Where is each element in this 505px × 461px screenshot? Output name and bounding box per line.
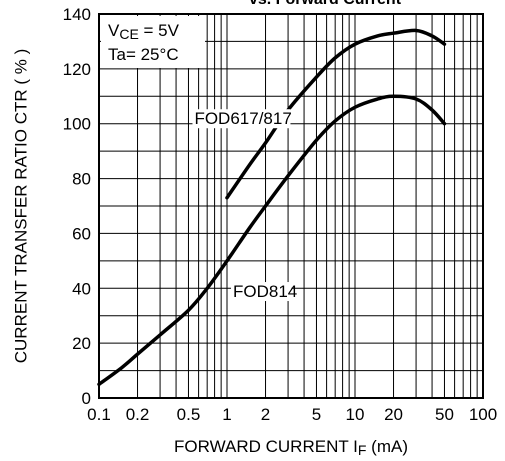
series-label-bg [231,282,292,302]
x-tick-label: 5 [312,405,321,424]
y-tick-labels: 0 20 40 60 80 100 120 140 [63,5,91,408]
series-label-fod814: FOD814 [233,282,297,301]
vce-value: = 5V [139,21,180,40]
series-line-0 [225,28,447,200]
x-axis-label: FORWARD CURRENT IF (mA) [174,437,408,458]
series-layer [97,28,447,387]
x-tick-label: 0.1 [87,405,111,424]
y-tick-label: 140 [63,5,91,24]
y-tick-label: 20 [72,334,91,353]
x-tick-label: 10 [346,405,365,424]
x-axis-label-unit: (mA) [366,437,408,456]
x-tick-label: 2 [261,405,270,424]
y-tick-label: 0 [82,389,91,408]
y-axis-label: CURRENT TRANSFER RATIO CTR ( % ) [11,49,30,364]
x-tick-label: 100 [469,405,497,424]
x-tick-labels: 0.1 0.2 0.5 1 2 5 10 20 50 100 [87,405,497,424]
conditions-box: VCE = 5V Ta= 25°C [101,16,205,68]
condition-ta: Ta= 25°C [108,45,179,64]
series-labels: FOD617/817 FOD814 [192,109,297,302]
series-line-1 [97,94,447,387]
vce-sub: CE [119,26,138,42]
series-label-fod617-817: FOD617/817 [194,109,291,128]
x-tick-label: 0.2 [126,405,150,424]
x-tick-label: 50 [435,405,454,424]
chart-title: vs. Forward Current [249,0,402,8]
vce-prefix: V [108,21,120,40]
x-tick-label: 20 [384,405,403,424]
y-tick-label: 40 [72,279,91,298]
x-tick-label: 0.5 [177,405,201,424]
x-tick-label: 1 [222,405,231,424]
x-axis-label-sub: F [358,442,367,458]
y-tick-label: 100 [63,115,91,134]
series-label-bg [192,109,291,129]
y-tick-label: 60 [72,224,91,243]
condition-vce: VCE = 5V [108,21,180,42]
conditions-box-bg [101,16,205,68]
x-axis-label-main: FORWARD CURRENT I [174,437,358,456]
y-tick-label: 120 [63,60,91,79]
y-tick-label: 80 [72,170,91,189]
plot-frame [98,13,484,399]
